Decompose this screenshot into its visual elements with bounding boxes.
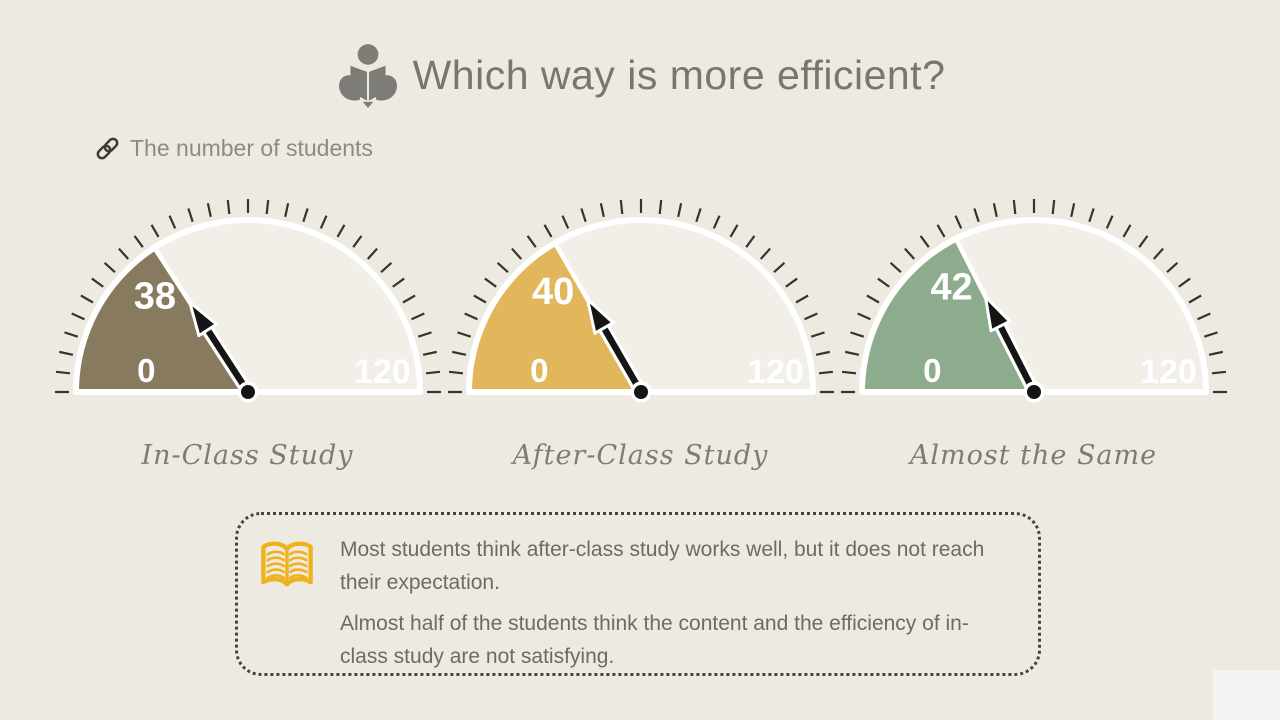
gauge-chart-in-class: 38 0 120 [54,199,441,403]
gauges-row: 38 0 120 In-Class Study 40 0 120 After-Class… [51,188,1230,471]
gauge-after-class: 40 0 120 After-Class Study [444,188,837,471]
svg-text:0: 0 [923,352,941,389]
svg-text:0: 0 [530,352,548,389]
note-text: Most students think after-class study wo… [340,533,1012,673]
gauge-caption: Almost the Same [909,440,1158,471]
page-title: Which way is more efficient? [412,51,946,98]
subtitle-row: The number of students [94,135,373,162]
person-reading-icon [338,44,397,108]
open-book-icon [258,533,316,673]
svg-text:0: 0 [137,352,155,389]
gauge-almost-same: 42 0 120 Almost the Same [837,188,1230,471]
subtitle-label: The number of students [130,135,373,161]
svg-text:40: 40 [531,271,573,313]
svg-text:120: 120 [354,353,411,391]
svg-text:120: 120 [747,353,804,391]
gauge-chart-almost-same: 42 0 120 [840,199,1227,403]
svg-text:120: 120 [1140,353,1197,391]
note-line: Most students think after-class study wo… [340,538,985,594]
note-box: Most students think after-class study wo… [235,512,1041,676]
note-line: Almost half of the students think the co… [340,612,969,668]
svg-text:42: 42 [930,266,972,308]
svg-text:38: 38 [133,276,175,318]
corner-block [1213,670,1280,720]
link-icon [96,137,119,160]
gauge-in-class: 38 0 120 In-Class Study [51,188,444,471]
gauge-chart-after-class: 40 0 120 [447,199,834,403]
gauge-caption: After-Class Study [512,440,769,471]
gauge-caption: In-Class Study [141,440,354,471]
title-row: Which way is more efficient? [0,42,1280,108]
